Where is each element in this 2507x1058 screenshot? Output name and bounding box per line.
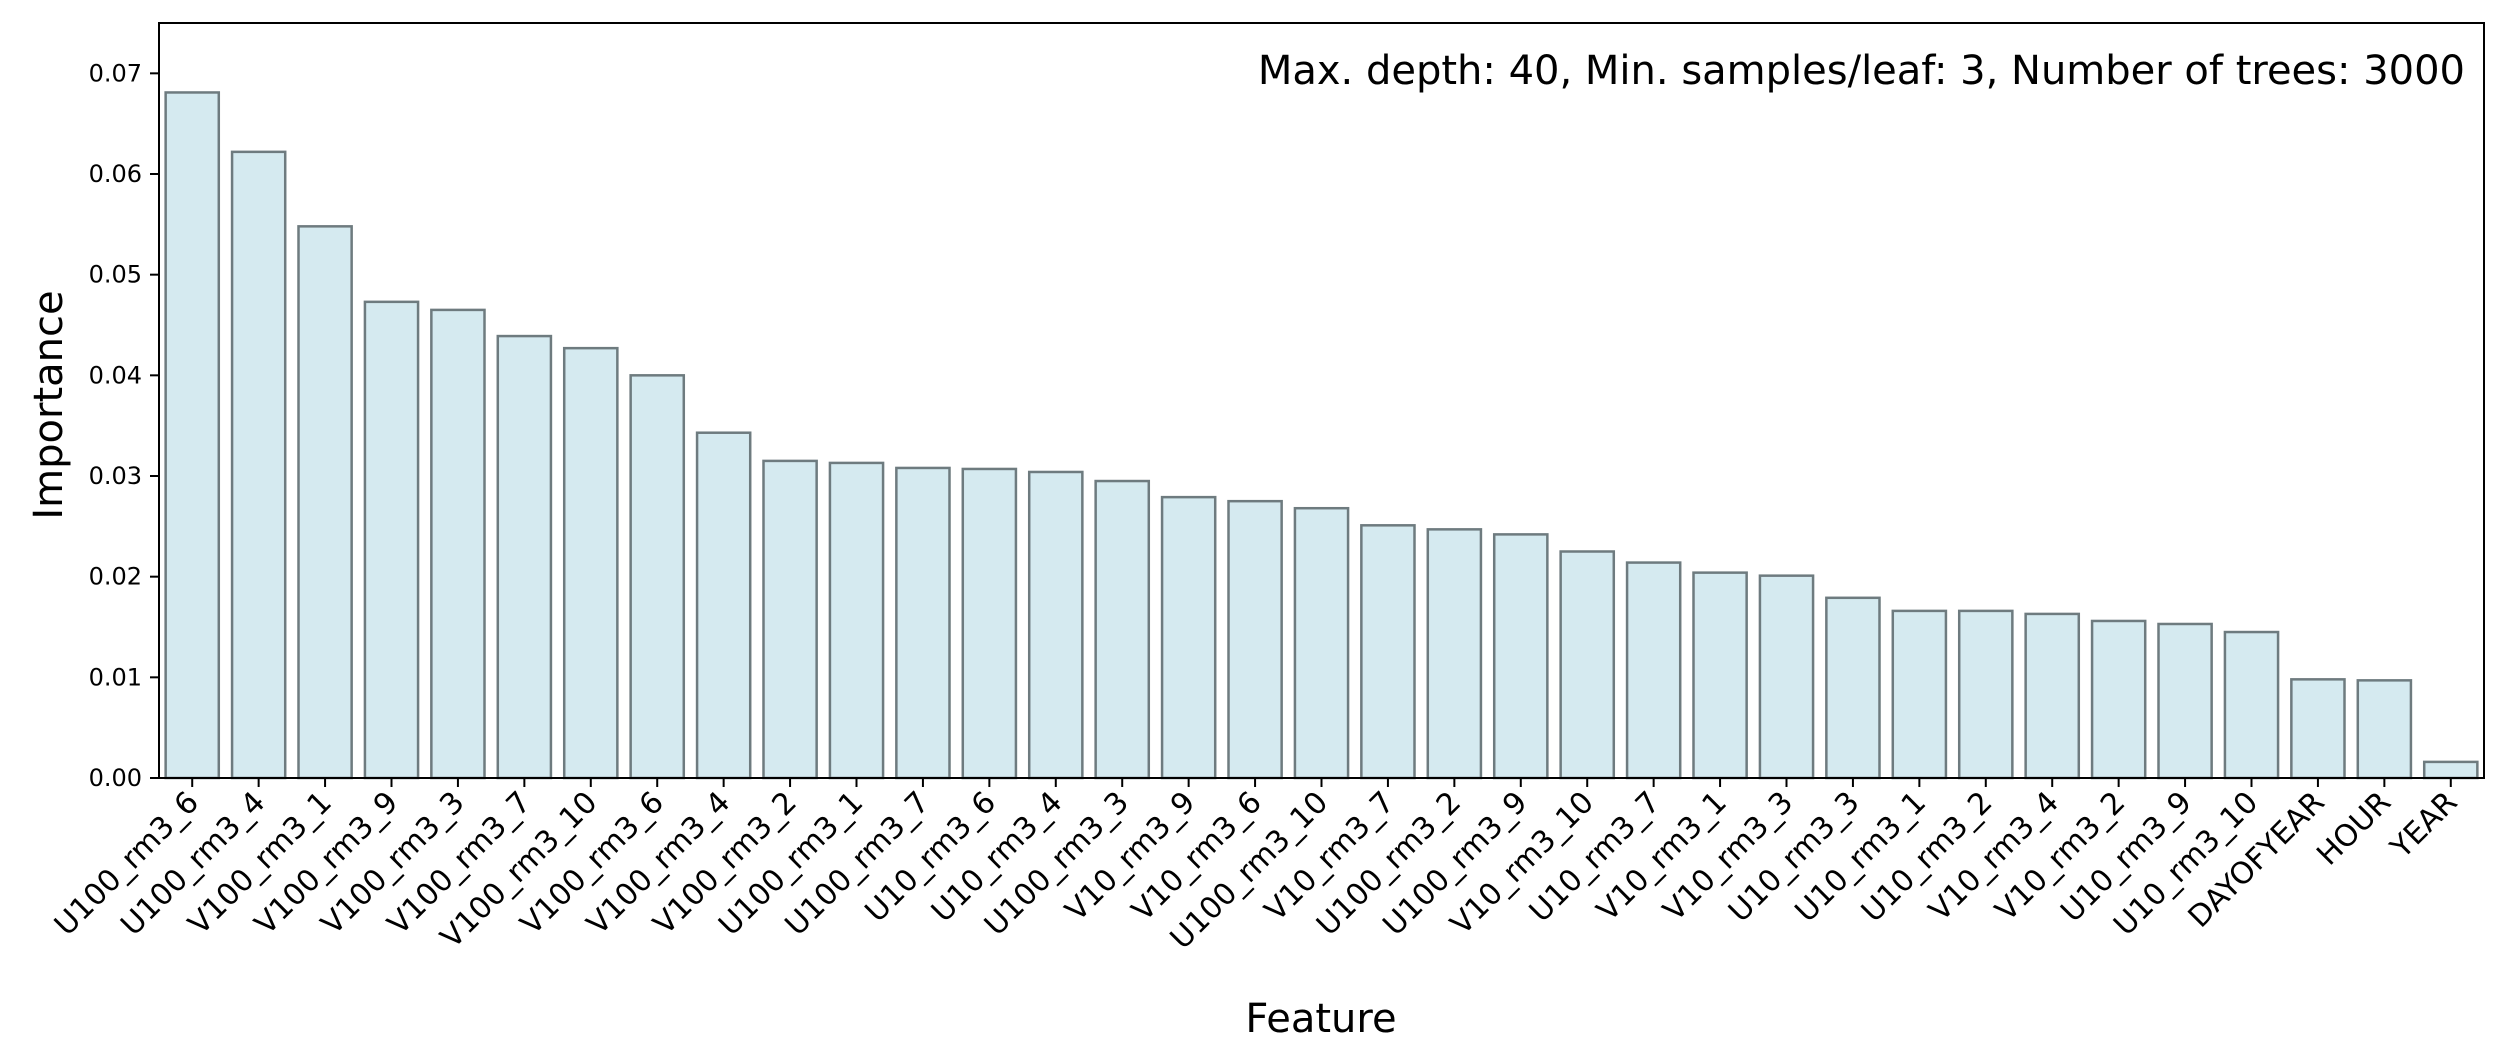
bar-U10_rm3_1 [1891,609,1948,780]
bar-V10_rm3_10 [1559,550,1616,780]
bars-group [164,91,2479,780]
bar-U100_rm3_2 [1426,528,1483,780]
bar-V100_rm3_10 [562,346,619,780]
bar-V100_rm3_6 [629,374,686,780]
bar-U10_rm3_9 [2157,622,2213,780]
bar-V100_rm3_7 [496,334,553,780]
bar-U100_rm3_4 [230,150,287,780]
y-tick-label: 0.06 [89,160,142,188]
bar-V10_rm3_1 [1692,571,1748,780]
bar-V100_rm3_1 [297,225,353,780]
bar-U10_rm3_6 [961,467,1018,780]
y-tick-label: 0.05 [89,261,142,289]
y-tick-label: 0.04 [89,361,142,389]
plot-frame [158,22,2485,779]
bar-DAYOFYEAR [2290,678,2346,780]
bar-U10_rm3_7 [1625,561,1682,780]
bar-V10_rm3_9 [1160,495,1217,780]
chart-annotation: Max. depth: 40, Min. samples/leaf: 3, Nu… [1258,48,2465,94]
x-tick-label: YEAR [2383,785,2464,866]
bar-HOUR [2356,679,2413,780]
bar-U100_rm3_7 [895,466,951,780]
bar-U10_rm3_10 [2223,630,2280,780]
y-tick-label: 0.03 [89,462,142,490]
x-tick-label: HOUR [2310,785,2398,873]
bar-YEAR [2422,760,2479,780]
bar-U100_rm3_1 [828,461,885,780]
bar-V10_rm3_3 [1758,574,1815,780]
bar-U100_rm3_3 [1094,479,1151,780]
y-tick-label: 0.07 [89,59,142,87]
bar-V100_rm3_4 [695,431,752,780]
bar-U100_rm3_9 [1492,533,1549,780]
y-axis: 0.00 0.01 0.02 0.03 0.04 0.05 0.06 0.07 [89,59,159,792]
bar-U100_rm3_10 [1293,506,1350,780]
bar-U100_rm3_6 [164,91,221,780]
x-axis-label: Feature [1245,996,1396,1042]
bar-V10_rm3_2 [2090,619,2147,780]
bar-V10_rm3_4 [2024,612,2081,780]
y-tick-label: 0.02 [89,563,142,591]
bar-U10_rm3_3 [1825,596,1881,780]
bar-U10_rm3_4 [1027,470,1084,780]
y-tick-label: 0.01 [89,663,142,691]
bar-V10_rm3_6 [1227,499,1283,780]
y-tick-label: 0.00 [89,764,142,792]
bar-V10_rm3_7 [1360,524,1416,780]
x-axis: U100_rm3_6U100_rm3_4V100_rm3_1V100_rm3_9… [48,778,2464,956]
bar-V100_rm3_3 [430,308,486,780]
bar-V100_rm3_2 [762,459,818,780]
y-axis-label: Importance [26,290,72,519]
bar-U10_rm3_2 [1957,609,2014,780]
bar-V100_rm3_9 [363,300,420,780]
